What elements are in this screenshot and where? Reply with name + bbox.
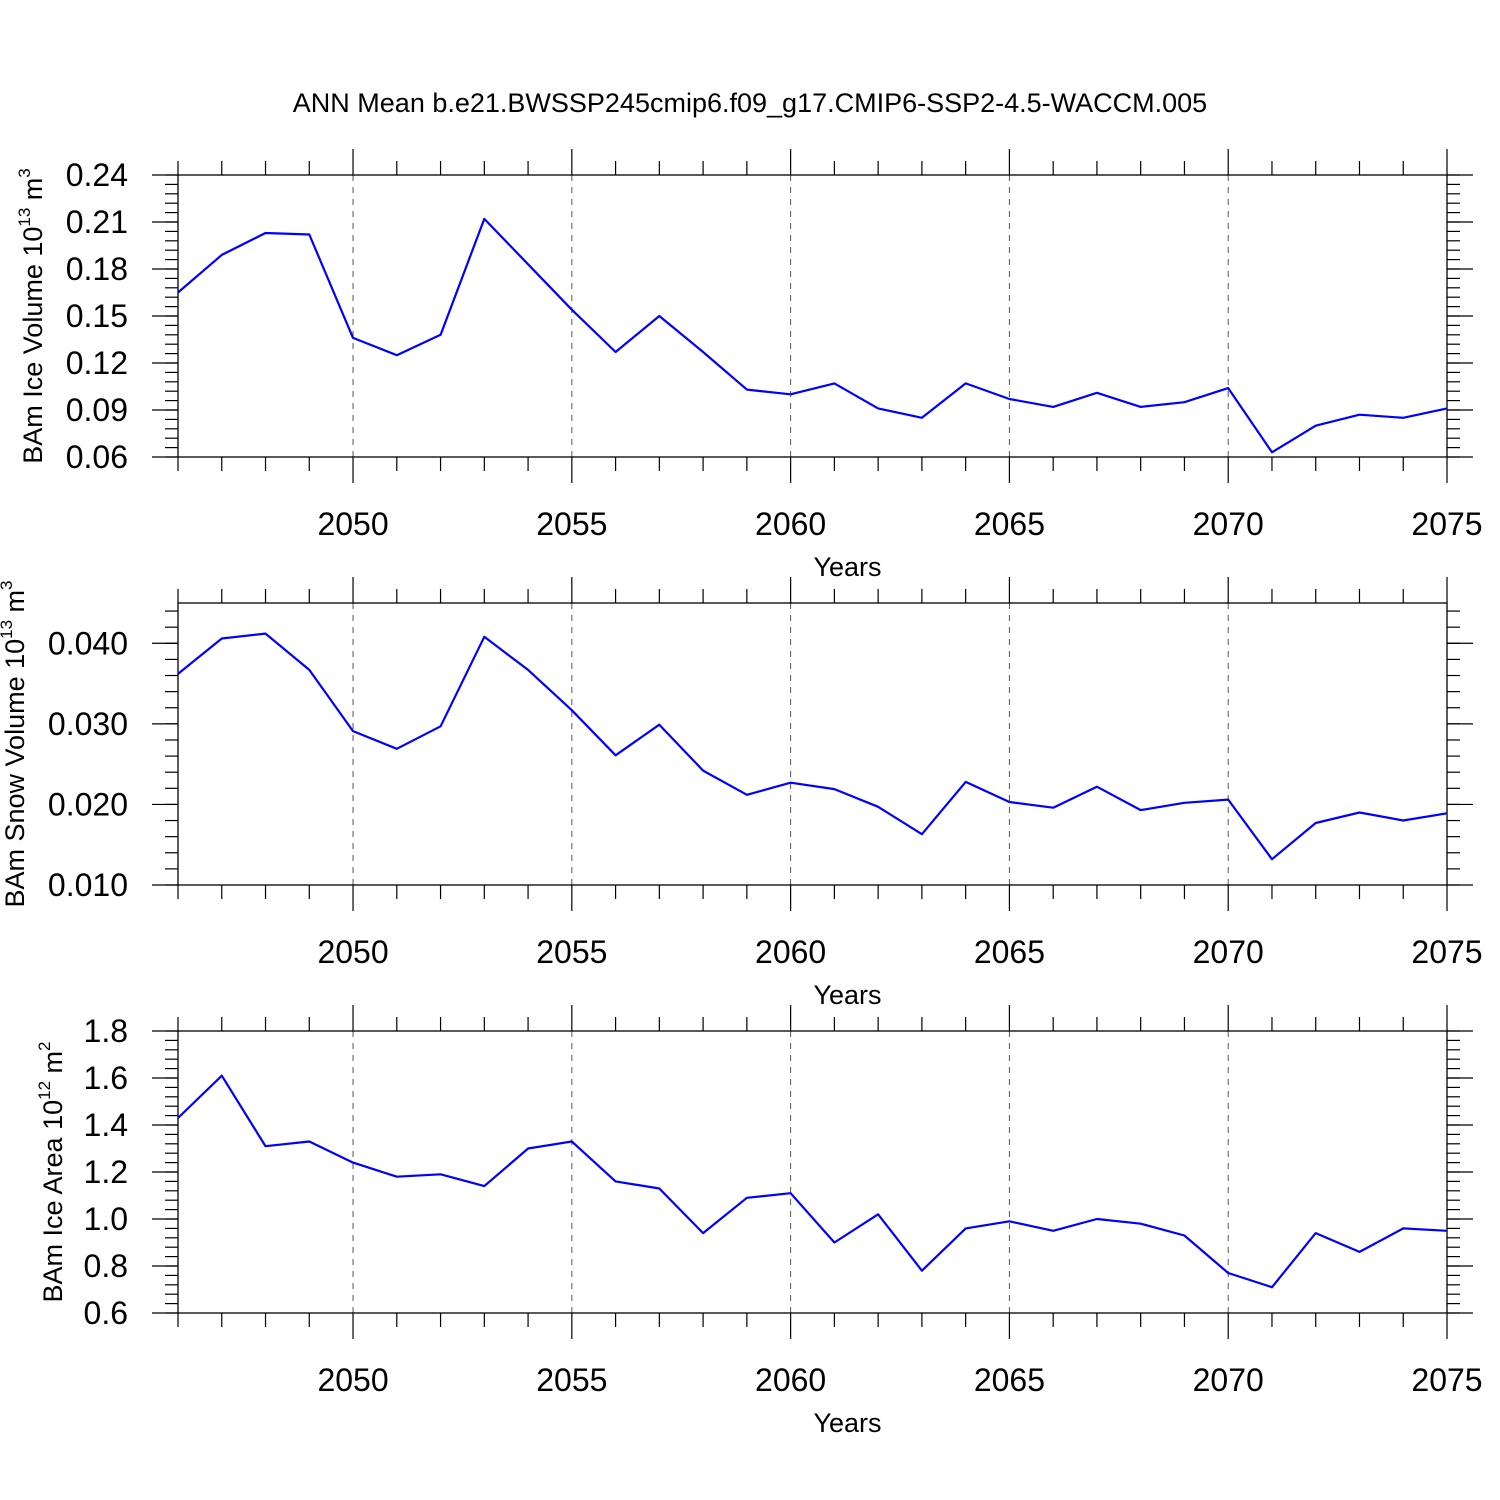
y-tick-label: 0.18 (66, 251, 128, 287)
chart-panel-2: 0.010 0.020 0.030 0.040 2050 2055 2060 2065 2070… (0, 577, 1483, 1010)
y-axis-title-unit-exponent: 2 (35, 1042, 54, 1051)
y-tick-label: 0.8 (84, 1248, 128, 1284)
y-tick-label: 0.09 (66, 392, 128, 428)
y-tick-label: 0.06 (66, 439, 128, 475)
y-axis-title-unit: m (0, 590, 30, 620)
y-axis-title-unit-exponent: 3 (0, 580, 16, 589)
chart-panel-1: 0.06 0.09 0.12 0.15 0.18 0.21 0.24 2050 2055 2060… (15, 149, 1483, 582)
y-tick-label: 0.040 (48, 625, 128, 661)
plot-frame (177, 1030, 1448, 1314)
series-line (177, 217, 1448, 454)
y-axis-title: BAm Ice Area 1012 m2 (35, 1042, 68, 1303)
x-axis-title: Years (813, 552, 881, 582)
x-tick-label: 2065 (974, 934, 1045, 970)
x-tick-label: 2070 (1193, 1362, 1264, 1398)
y-axis-title-unit: m (38, 1051, 68, 1081)
y-axis-title-unit: m (18, 178, 48, 208)
y-axis-title-exponent: 13 (0, 620, 16, 639)
x-tick-label: 2075 (1411, 934, 1482, 970)
y-axis-title-unit-exponent: 3 (15, 168, 34, 177)
x-tick-label: 2060 (755, 506, 826, 542)
y-tick-label: 0.24 (66, 157, 128, 193)
y-axis-title-exponent: 12 (35, 1081, 54, 1100)
y-tick-label: 1.8 (84, 1013, 128, 1049)
x-tick-label: 2065 (974, 1362, 1045, 1398)
y-tick-label: 1.0 (84, 1201, 128, 1237)
y-axis-title: BAm Ice Volume 1013 m3 (15, 168, 48, 464)
y-tick-label: 0.12 (66, 345, 128, 381)
x-tick-label: 2050 (317, 934, 388, 970)
y-tick-label: 0.15 (66, 298, 128, 334)
chart-panel-3: 0.6 0.8 1.0 1.2 1.4 1.6 1.8 2050 2055 2060 2065 207… (35, 1005, 1483, 1438)
y-tick-label: 1.2 (84, 1154, 128, 1190)
y-tick-label: 0.010 (48, 867, 128, 903)
x-tick-label: 2055 (536, 934, 607, 970)
x-axis-title: Years (813, 980, 881, 1010)
series-line (177, 1074, 1448, 1289)
y-axis-title-base: BAm Ice Volume 10 (18, 227, 48, 464)
x-axis-title: Years (813, 1408, 881, 1438)
x-tick-label: 2055 (536, 506, 607, 542)
y-axis-title-exponent: 13 (15, 208, 34, 227)
plot-frame (177, 602, 1448, 886)
plot-frame (177, 174, 1448, 458)
y-tick-label: 0.6 (84, 1295, 128, 1331)
x-tick-label: 2060 (755, 1362, 826, 1398)
y-axis-title-base: BAm Ice Area 10 (38, 1100, 68, 1303)
x-tick-label: 2075 (1411, 1362, 1482, 1398)
x-tick-label: 2070 (1193, 934, 1264, 970)
y-tick-label: 0.030 (48, 706, 128, 742)
y-tick-label: 1.6 (84, 1060, 128, 1096)
y-tick-label: 1.4 (84, 1107, 128, 1143)
figure-title: ANN Mean b.e21.BWSSP245cmip6.f09_g17.CMI… (293, 88, 1207, 118)
x-tick-label: 2075 (1411, 506, 1482, 542)
y-axis-title: BAm Snow Volume 1013 m3 (0, 580, 30, 907)
x-tick-label: 2070 (1193, 506, 1264, 542)
series-line (177, 632, 1448, 861)
y-axis-title-base: BAm Snow Volume 10 (0, 639, 30, 908)
y-tick-label: 0.020 (48, 786, 128, 822)
panels: 0.06 0.09 0.12 0.15 0.18 0.21 0.24 2050 2055 2060… (0, 149, 1483, 1438)
x-tick-label: 2050 (317, 506, 388, 542)
x-tick-label: 2055 (536, 1362, 607, 1398)
x-tick-label: 2050 (317, 1362, 388, 1398)
x-tick-label: 2060 (755, 934, 826, 970)
x-tick-label: 2065 (974, 506, 1045, 542)
y-tick-label: 0.21 (66, 204, 128, 240)
